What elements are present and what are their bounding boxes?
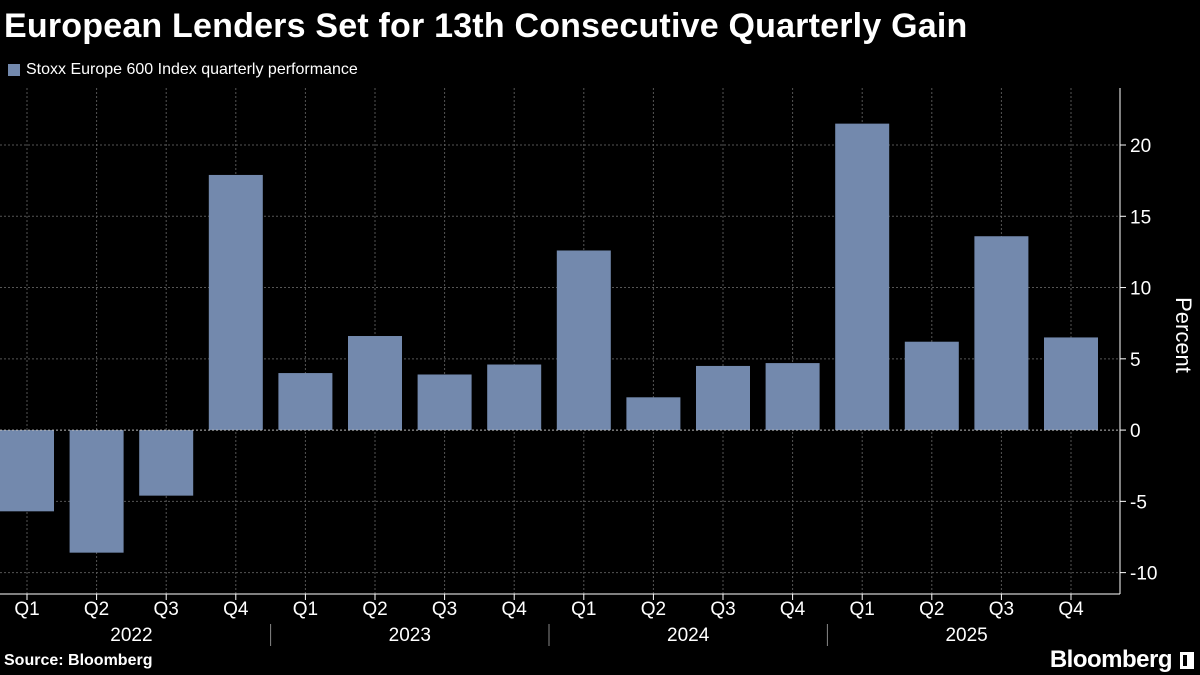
y-tick-label: 0 [1130, 421, 1141, 442]
bar [626, 397, 681, 431]
x-tick-label: Q4 [1058, 599, 1084, 620]
bar [765, 363, 820, 431]
bar [139, 430, 194, 496]
brand-name: Bloomberg [1049, 646, 1173, 673]
y-tick-label: 20 [1130, 136, 1151, 157]
x-tick-label: Q2 [919, 599, 944, 620]
x-tick-label: Q3 [710, 599, 735, 620]
bars [0, 123, 1098, 553]
y-tick-label: -10 [1130, 564, 1157, 585]
bloomberg-logo-icon [1180, 651, 1194, 669]
x-tick-label: Q2 [641, 599, 666, 620]
bar [556, 250, 611, 431]
bloomberg-logo: Bloomberg [1050, 646, 1194, 674]
x-tick-label: Q3 [432, 599, 457, 620]
legend-label: Stoxx Europe 600 Index quarterly perform… [26, 61, 358, 78]
x-tick-label: Q3 [989, 599, 1014, 620]
bar [348, 336, 402, 431]
x-tick-label: Q2 [84, 599, 109, 620]
year-label: 2023 [389, 625, 431, 646]
y-tick-label: 15 [1130, 207, 1151, 228]
bar [696, 365, 750, 431]
bar [69, 430, 124, 553]
bar [278, 373, 333, 431]
x-tick-label: Q1 [850, 599, 875, 620]
x-tick-label: Q4 [502, 599, 528, 620]
legend-swatch [8, 64, 20, 76]
bar [904, 341, 959, 431]
x-tick-label: Q4 [780, 599, 806, 620]
year-label: 2022 [110, 625, 152, 646]
y-tick-label: -5 [1130, 492, 1147, 513]
year-label: 2024 [667, 625, 710, 646]
x-tick-label: Q1 [571, 599, 596, 620]
x-tick-label: Q1 [14, 599, 39, 620]
x-tick-label: Q2 [362, 599, 387, 620]
legend: Stoxx Europe 600 Index quarterly perform… [8, 59, 358, 81]
source-note: Source: Bloomberg [4, 652, 153, 669]
x-tick-label: Q3 [154, 599, 179, 620]
bar [417, 374, 472, 431]
x-tick-label: Q4 [223, 599, 249, 620]
bar [1044, 337, 1098, 431]
axes [0, 88, 1126, 646]
y-axis-title: Percent [1171, 297, 1196, 373]
y-tick-label: 5 [1130, 350, 1141, 371]
axis-labels: -10 -5 0 5 10 15 20 Q1 Q2 Q3 Q4 Q1 Q2 Q3 Q4 Q1 Q2 Q3 Q4 Q1 Q… [14, 136, 1196, 646]
bar [487, 364, 542, 431]
x-tick-label: Q1 [293, 599, 318, 620]
bar [835, 123, 890, 431]
bar [974, 236, 1029, 431]
bar [0, 430, 54, 512]
bar [208, 174, 263, 431]
chart-title: European Lenders Set for 13th Consecutiv… [4, 7, 968, 45]
year-label: 2025 [945, 625, 987, 646]
y-tick-label: 10 [1130, 279, 1151, 300]
